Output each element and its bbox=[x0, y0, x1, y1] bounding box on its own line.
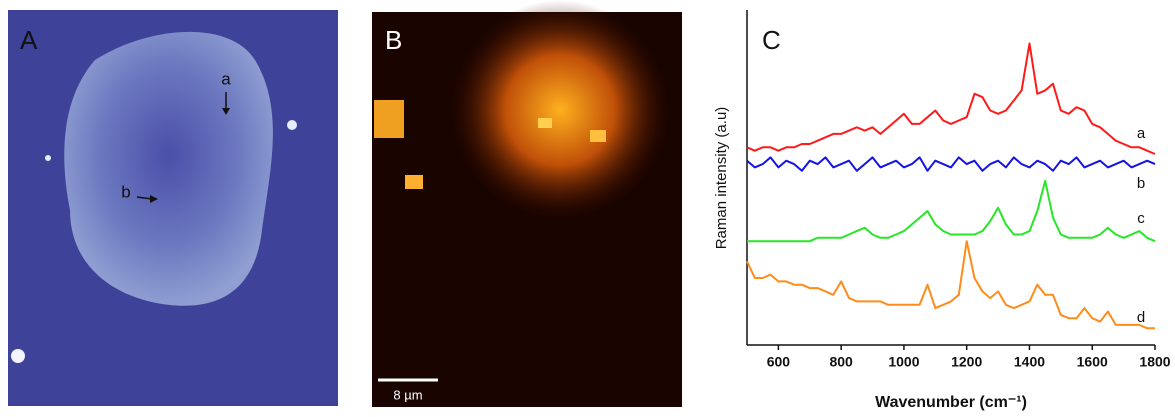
series-label: d bbox=[1137, 309, 1145, 326]
y-axis-label: Raman intensity (a.u) bbox=[713, 107, 730, 250]
series-label: a bbox=[1137, 125, 1146, 142]
hot-spot bbox=[590, 130, 606, 142]
hot-spot bbox=[374, 100, 404, 138]
x-axis-label: Wavenumber (cm⁻¹) bbox=[875, 394, 1027, 411]
panel-c: C Wavenumber (cm⁻¹) Raman intensity (a.u… bbox=[713, 10, 1171, 411]
scale-bar-label: 8 µm bbox=[393, 387, 422, 402]
arrow-head bbox=[150, 195, 158, 203]
speck bbox=[11, 349, 25, 363]
speck bbox=[287, 120, 297, 130]
spectrum-line bbox=[746, 42, 1156, 155]
x-tick-label: 1600 bbox=[1077, 354, 1108, 370]
spectrum-line bbox=[747, 179, 1156, 243]
x-tick-label: 1000 bbox=[888, 354, 919, 370]
series-label: b bbox=[1137, 175, 1145, 192]
arrow-head bbox=[222, 108, 230, 115]
x-tick-label: 1400 bbox=[1014, 354, 1045, 370]
cell bbox=[64, 31, 273, 306]
x-tick-label: 1200 bbox=[951, 354, 982, 370]
x-tick-label: 1800 bbox=[1139, 354, 1170, 370]
chart-title: C bbox=[762, 25, 781, 55]
panel-b: B 8 µm bbox=[372, 0, 682, 407]
spectrum-line bbox=[746, 156, 1156, 172]
series-label: c bbox=[1137, 210, 1145, 227]
annotation: b bbox=[121, 182, 130, 201]
hot-spot bbox=[405, 175, 423, 189]
panel-label: A bbox=[20, 25, 38, 55]
hot-region bbox=[450, 0, 670, 220]
panel-label: B bbox=[385, 25, 402, 55]
speck bbox=[45, 155, 51, 161]
spectrum-line bbox=[746, 240, 1155, 330]
annotation: a bbox=[221, 69, 231, 88]
hot-spot bbox=[538, 118, 552, 128]
x-tick-label: 600 bbox=[767, 354, 791, 370]
panel-a: A a b bbox=[8, 10, 338, 406]
arrow bbox=[136, 196, 153, 200]
x-tick-label: 800 bbox=[829, 354, 853, 370]
